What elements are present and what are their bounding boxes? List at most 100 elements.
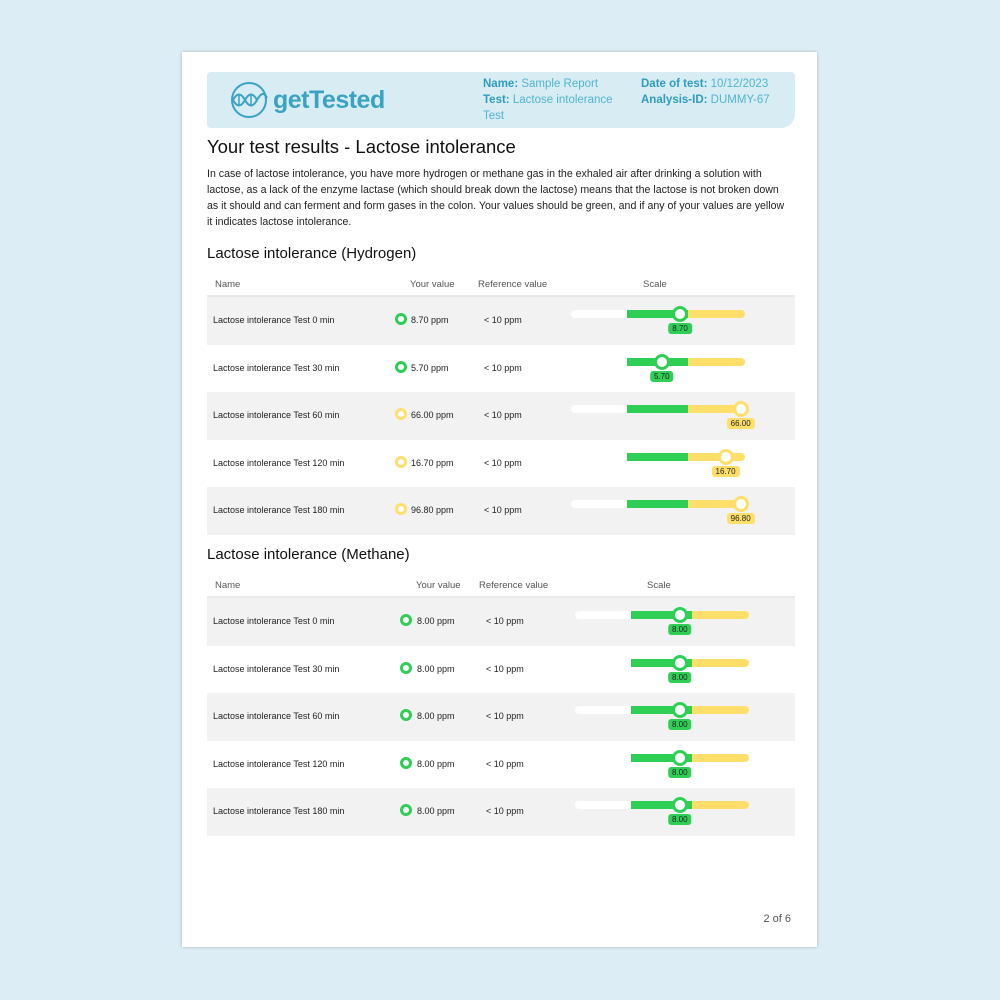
reference-value: < 10 ppm	[486, 806, 524, 816]
status-yellow-icon	[395, 455, 407, 468]
result-scale: 16.70	[571, 448, 745, 477]
table-row: Lactose intolerance Test 120 min 8.00 pp…	[207, 741, 795, 789]
scale-normal-segment	[631, 658, 692, 667]
scale-high-segment	[688, 357, 745, 366]
reference-value: < 10 ppm	[484, 410, 522, 420]
result-scale: 66.00	[571, 401, 755, 429]
hydrogen-table: Name Your value Reference value Scale La…	[207, 278, 795, 535]
result-scale: 96.80	[571, 496, 755, 524]
value-badge: 8.70	[668, 323, 692, 334]
page-title: Your test results - Lactose intolerance	[207, 136, 516, 157]
intro-text: In case of lactose intolerance, you have…	[207, 168, 785, 228]
status-green-icon	[400, 804, 412, 816]
result-scale: 8.70	[571, 306, 745, 334]
status-green-icon	[395, 313, 407, 325]
test-name: Lactose intolerance Test 0 min	[213, 315, 335, 325]
date-value: 10/12/2023	[710, 78, 769, 90]
scale-high-segment	[692, 706, 749, 714]
methane-table: Name Your value Reference value Scale La…	[207, 579, 795, 836]
table-row: Lactose intolerance Test 0 min 8.70 ppm …	[207, 297, 795, 345]
status-green-icon	[400, 756, 412, 769]
scale-marker	[732, 401, 749, 417]
column-name: Name	[215, 279, 241, 290]
your-value: 16.70 ppm	[411, 457, 454, 468]
scale-marker	[717, 448, 734, 465]
reference-value: < 10 ppm	[486, 663, 524, 674]
table-row: Lactose intolerance Test 60 min 66.00 pp…	[207, 392, 795, 440]
page-number: 2 of 6	[763, 913, 791, 925]
scale-high-segment	[692, 611, 749, 619]
report-page: getTested Name: Sample Report Test: Lact…	[182, 52, 817, 947]
table-row: Lactose intolerance Test 120 min 16.70 p…	[207, 440, 795, 488]
scale-normal-segment	[627, 310, 688, 318]
status-green-icon	[400, 661, 412, 674]
value-badge: 8.00	[668, 719, 692, 730]
table-row: Lactose intolerance Test 60 min 8.00 ppm…	[207, 693, 795, 741]
result-scale: 8.00	[575, 607, 749, 635]
section-title-hydrogen: Lactose intolerance (Hydrogen)	[207, 245, 417, 262]
scale-normal-segment	[627, 500, 688, 508]
test-name: Lactose intolerance Test 0 min	[213, 616, 335, 626]
scale-normal-segment	[631, 801, 692, 809]
your-value: 8.00 ppm	[417, 758, 455, 769]
result-scale: 5.70	[571, 353, 745, 382]
table-row: Lactose intolerance Test 30 min 5.70 ppm…	[207, 345, 795, 393]
result-scale: 8.00	[575, 749, 749, 778]
table-row: Lactose intolerance Test 180 min 8.00 pp…	[207, 788, 795, 836]
result-scale: 8.00	[575, 702, 749, 730]
value-badge: 16.70	[711, 465, 740, 477]
scale-normal-segment	[631, 706, 692, 714]
scale-normal-segment	[627, 405, 688, 413]
status-green-icon	[400, 709, 412, 721]
test-name: Lactose intolerance Test 120 min	[213, 758, 345, 769]
test-value: Lactose intolerance Test	[483, 94, 613, 122]
your-value: 8.00 ppm	[417, 663, 455, 674]
status-yellow-icon	[395, 503, 407, 515]
column-your-value: Your value	[410, 279, 455, 290]
status-green-icon	[395, 360, 407, 373]
scale-marker	[671, 654, 688, 671]
value-badge: 66.00	[726, 418, 755, 429]
analysis-id-label: Analysis-ID:	[641, 94, 708, 106]
column-scale: Scale	[647, 580, 671, 591]
report-info: Name: Sample Report Test: Lactose intole…	[483, 76, 628, 124]
scale-low-segment	[575, 753, 635, 762]
scale-high-segment	[688, 452, 745, 461]
test-name: Lactose intolerance Test 180 min	[213, 505, 345, 515]
scale-marker	[671, 797, 688, 813]
test-name: Lactose intolerance Test 120 min	[213, 457, 345, 468]
reference-value: < 10 ppm	[484, 315, 522, 325]
table-header: Name Your value Reference value Scale	[207, 278, 795, 297]
analysis-id-value: DUMMY-67	[710, 94, 770, 106]
scale-low-segment	[575, 801, 635, 809]
your-value: 8.00 ppm	[417, 711, 455, 721]
scale-high-segment	[688, 500, 745, 508]
name-label: Name:	[483, 78, 519, 90]
table-row: Lactose intolerance Test 30 min 8.00 ppm…	[207, 646, 795, 694]
reference-value: < 10 ppm	[484, 457, 522, 468]
scale-marker	[732, 496, 749, 512]
value-badge: 5.70	[649, 370, 674, 382]
scale-high-segment	[688, 310, 745, 318]
your-value: 5.70 ppm	[411, 362, 449, 373]
scale-low-segment	[575, 611, 635, 619]
your-value: 96.80 ppm	[411, 505, 454, 515]
your-value: 66.00 ppm	[411, 410, 454, 420]
scale-marker	[672, 306, 689, 322]
scale-low-segment	[575, 706, 635, 714]
value-badge: 8.00	[668, 814, 692, 825]
scale-low-segment	[571, 452, 631, 461]
scale-high-segment	[692, 658, 749, 667]
report-header: getTested Name: Sample Report Test: Lact…	[207, 72, 795, 128]
column-scale: Scale	[643, 279, 667, 290]
scale-high-segment	[692, 753, 749, 762]
scale-normal-segment	[627, 452, 688, 461]
name-value: Sample Report	[521, 78, 599, 90]
value-badge: 8.00	[668, 766, 692, 778]
test-name: Lactose intolerance Test 30 min	[213, 362, 340, 373]
test-name: Lactose intolerance Test 60 min	[213, 410, 340, 420]
your-value: 8.70 ppm	[411, 315, 449, 325]
scale-normal-segment	[631, 611, 692, 619]
value-badge: 8.00	[668, 671, 692, 683]
scale-low-segment	[571, 405, 631, 413]
